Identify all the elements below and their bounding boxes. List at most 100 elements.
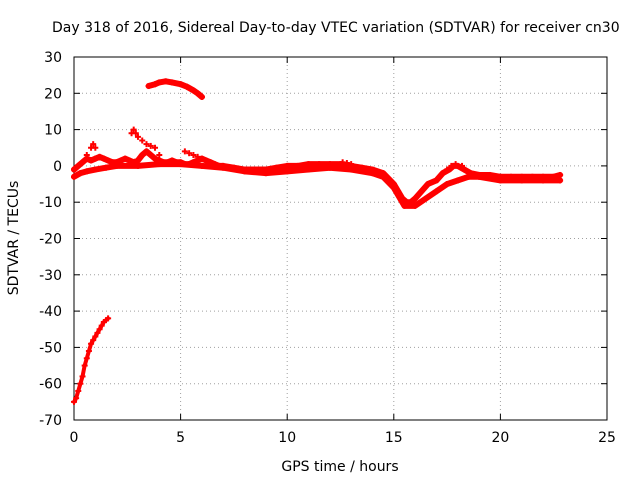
series-spikes-point xyxy=(444,166,451,173)
series-lower-band-point xyxy=(262,170,269,177)
series-spikes-point xyxy=(190,152,197,159)
y-tick-label: -50 xyxy=(39,340,62,356)
series-high-arc-point xyxy=(177,81,184,88)
series-main-trace-point xyxy=(126,157,133,164)
series-low-elevation-arc-point xyxy=(73,395,80,402)
series-lower-band-point xyxy=(497,177,504,184)
series-lower-band-point xyxy=(71,173,77,180)
series-main-trace-point xyxy=(305,161,312,168)
series-lower-band-trace xyxy=(71,161,564,209)
series-main-trace-point xyxy=(461,166,468,173)
axis-ticks xyxy=(73,56,608,421)
series-lower-band-point xyxy=(241,168,248,175)
series-lower-band-point xyxy=(540,177,547,184)
series-main-trace-point xyxy=(88,157,95,164)
series-lower-band-point xyxy=(348,166,355,173)
series-lower-band-point xyxy=(380,173,387,180)
series-main-trace-point xyxy=(134,157,141,164)
series-low-elevation-arc-point xyxy=(83,355,90,362)
series-spikes-point xyxy=(181,148,188,155)
series-low-elevation-arc-point xyxy=(94,329,101,336)
series-spikes-point xyxy=(156,152,163,159)
series-high-arc-point xyxy=(194,90,201,97)
series-main-trace-point xyxy=(117,157,124,164)
series-lower-band-point xyxy=(83,168,90,175)
series-high-arc-point xyxy=(145,83,152,90)
y-tick-label: -30 xyxy=(39,268,62,284)
series-spikes-point xyxy=(92,144,99,151)
series-lower-band-point xyxy=(92,166,99,173)
series-lower-band-point xyxy=(422,195,429,202)
chart-title: Day 318 of 2016, Sidereal Day-to-day VTE… xyxy=(52,20,620,36)
series-lower-band-point xyxy=(465,173,472,180)
series-lower-band-point xyxy=(177,161,184,168)
series-main-trace-point xyxy=(92,155,99,162)
series-spikes-point xyxy=(152,144,159,151)
y-axis-label: SDTVAR / TECUs xyxy=(6,181,22,296)
series-lower-band-point xyxy=(433,188,440,195)
series-lower-band-point xyxy=(444,181,451,188)
y-tick-label: 10 xyxy=(44,123,62,139)
series-main-trace-point xyxy=(433,177,440,184)
series-low-elevation-arc-point xyxy=(77,380,84,387)
series-lower-band-point xyxy=(390,184,397,191)
series-lower-band-point xyxy=(220,164,227,171)
series-low-elevation-arc-point xyxy=(85,348,92,355)
series-spikes-point xyxy=(348,161,355,168)
series-spikes-point xyxy=(132,130,139,137)
series-lower-band-point xyxy=(401,202,408,209)
series-spikes-point xyxy=(343,159,350,166)
y-tick-label: -60 xyxy=(39,377,62,393)
series-low-elevation-arc-point xyxy=(79,373,86,380)
series-spikes-point xyxy=(459,162,466,169)
grid xyxy=(74,57,607,420)
series-lower-band-point xyxy=(454,177,461,184)
series-main-trace-point xyxy=(105,157,112,164)
y-tick-label: -70 xyxy=(39,413,62,429)
series-low-elevation-arc-point xyxy=(105,315,112,322)
x-tick-label: 25 xyxy=(598,430,616,446)
series-main-trace-point xyxy=(139,152,146,159)
y-tick-label: 0 xyxy=(53,159,62,175)
series-spikes-point xyxy=(134,133,141,140)
series-low-elevation-arc-point xyxy=(81,362,88,369)
series-high-arc-point xyxy=(152,81,159,88)
series-main-trace-point xyxy=(71,166,77,173)
series-main-trace-point xyxy=(203,157,210,164)
series-high-arc-point xyxy=(162,78,169,85)
series-low-elevation-arc-point xyxy=(96,326,103,333)
series-lower-band-point xyxy=(102,164,109,171)
y-tick-label: -40 xyxy=(39,304,62,320)
series-high-arc-point xyxy=(198,93,205,100)
series-spikes-point xyxy=(147,142,154,149)
series-lower-band-point xyxy=(134,162,141,169)
series-main-trace-point xyxy=(122,155,129,162)
series-lower-band-point xyxy=(198,162,205,169)
series-high-arc-point xyxy=(169,79,176,86)
x-tick-label: 10 xyxy=(278,430,296,446)
series-lower-band-point xyxy=(557,177,564,184)
plot-frame xyxy=(73,56,608,421)
series-lower-band-point xyxy=(326,164,333,171)
series-lower-band-point xyxy=(113,162,120,169)
y-tick-label: 30 xyxy=(44,50,62,66)
series-main-trace-point xyxy=(96,153,103,160)
series-main-trace-point xyxy=(100,155,107,162)
series-spikes-point xyxy=(186,150,193,157)
series-spikes-point xyxy=(130,126,137,133)
series-spikes-point xyxy=(194,153,201,160)
series-main-trace-point xyxy=(412,195,419,202)
series-low-elevation-arc-point xyxy=(88,340,95,347)
series-high-arc-point xyxy=(156,79,163,86)
series-high-arc-point xyxy=(183,83,190,90)
series-low-elevation-arc-point xyxy=(98,322,105,329)
series-low-elevation-arc-point xyxy=(71,398,77,405)
series-low-elevation-arc-point xyxy=(90,337,97,344)
series-main-trace-point xyxy=(198,155,205,162)
data-points xyxy=(71,78,564,405)
series-main-trace-point xyxy=(439,170,446,177)
series-main-trace-point xyxy=(418,188,425,195)
series-spikes-point xyxy=(452,161,459,168)
series-lower-band-point xyxy=(518,177,525,184)
